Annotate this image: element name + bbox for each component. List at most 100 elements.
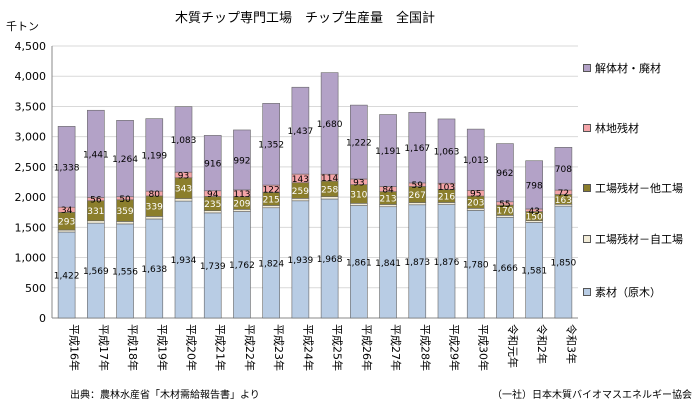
x-tick-text: 平成30年: [477, 324, 491, 371]
data-label: 143: [292, 175, 309, 185]
legend-swatch: [583, 64, 591, 72]
y-axis-label: 千トン: [6, 20, 39, 33]
data-label: 916: [204, 160, 221, 170]
data-label: 962: [496, 169, 513, 179]
data-label: 1,191: [375, 147, 401, 157]
bar-segment: [262, 103, 280, 186]
bar-segment: [262, 205, 280, 209]
x-tick-label: 平成23年: [272, 324, 286, 371]
data-label: 1,762: [229, 261, 255, 271]
bar-segment: [408, 202, 427, 206]
data-label: 1,739: [200, 262, 226, 272]
x-tick-label: 平成21年: [214, 324, 228, 371]
bar-segment: [291, 86, 310, 175]
data-label: 213: [379, 195, 396, 205]
x-tick-text: 平成21年: [214, 324, 228, 371]
x-tick-label: 平成28年: [418, 324, 432, 371]
bar-segment: [496, 143, 514, 203]
legend-item: 林地残材: [583, 120, 639, 136]
bar-segment: [554, 147, 573, 191]
data-label: 34: [61, 206, 73, 216]
data-label: 1,850: [551, 259, 577, 269]
y-tick-label: 1,500: [15, 221, 47, 234]
data-label: 122: [263, 185, 280, 195]
data-label: 55: [499, 200, 510, 210]
y-tick-label: 0: [39, 312, 46, 325]
x-tick-labels: 平成16年 平成17年 平成18年 平成19年 平成20年 平成21年 平成22年 平成23年…: [68, 324, 579, 371]
x-tick-label: 平成29年: [448, 324, 462, 371]
legend-item: 工場残材－自工場: [583, 231, 683, 247]
legend-label: 素材（原木）: [595, 286, 661, 299]
x-tick-label: 令和2年: [535, 324, 549, 364]
x-tick-text: 平成20年: [185, 324, 199, 371]
data-label: 1,063: [434, 148, 460, 158]
bar-segment: [350, 104, 368, 180]
x-tick-label: 平成16年: [68, 324, 82, 371]
y-tick-label: 1,000: [15, 252, 47, 265]
bar-segment: [466, 128, 485, 191]
bar-segment: [320, 72, 339, 175]
data-label: 1,873: [404, 258, 430, 268]
legend-item: 解体材・廃材: [583, 60, 661, 76]
data-label: 293: [58, 218, 75, 228]
bar-segment: [203, 210, 222, 214]
data-label: 331: [87, 207, 104, 217]
data-label: 1,780: [463, 261, 489, 271]
data-label: 1,352: [258, 141, 284, 151]
data-label: 1,437: [288, 127, 314, 137]
x-tick-label: 平成18年: [126, 324, 140, 371]
x-tick-text: 平成29年: [448, 324, 462, 371]
legend-item: 素材（原木）: [583, 284, 661, 300]
data-label: 258: [321, 185, 338, 195]
x-tick-text: 令和2年: [535, 324, 549, 364]
data-label: 1,968: [317, 255, 343, 265]
data-label: 103: [438, 183, 455, 193]
x-tick-label: 平成30年: [477, 324, 491, 371]
data-label: 310: [350, 190, 367, 200]
legend-item: 工場残材－他工場: [583, 180, 683, 196]
legend-label: 林地残材: [595, 122, 639, 135]
data-label: 1,824: [258, 259, 284, 269]
bar-segment: [379, 114, 397, 187]
bar-segment: [525, 160, 543, 210]
y-tick-label: 2,000: [15, 191, 47, 204]
bar-segment: [174, 106, 193, 173]
data-label: 72: [558, 189, 569, 199]
data-label: 1,939: [288, 256, 314, 266]
legend-swatch: [583, 235, 591, 243]
bar-segment: [116, 120, 134, 198]
x-tick-text: 平成18年: [126, 324, 140, 371]
data-label: 113: [233, 190, 250, 200]
x-tick-label: 平成22年: [243, 324, 257, 371]
y-tick-label: 4,500: [15, 40, 47, 53]
data-label: 50: [119, 195, 131, 205]
y-tick-label: 3,500: [15, 100, 47, 113]
x-tick-text: 平成26年: [360, 324, 374, 371]
data-label: 209: [233, 200, 250, 210]
legend-label: 解体材・廃材: [595, 62, 661, 75]
data-label: 1,441: [83, 150, 109, 160]
data-label: 798: [526, 181, 543, 191]
data-label: 1,264: [112, 155, 138, 165]
data-label: 216: [438, 192, 455, 202]
bar-segment: [291, 198, 310, 202]
x-tick-text: 平成17年: [97, 324, 111, 371]
y-tick-label: 4,000: [15, 70, 47, 83]
legend-swatch: [583, 124, 591, 132]
x-tick-text: 令和3年: [564, 324, 578, 364]
credit-note: （一社）日本木質バイオマスエネルギー協会: [492, 390, 692, 401]
bar-segment: [87, 109, 105, 198]
x-tick-label: 平成27年: [389, 324, 403, 371]
data-label: 215: [263, 195, 280, 205]
x-tick-label: 平成25年: [331, 324, 345, 371]
data-label: 1,338: [54, 163, 80, 173]
bar-segment: [57, 126, 76, 208]
data-label: 1,199: [141, 151, 167, 161]
data-label: 1,013: [463, 156, 489, 166]
data-label: 1,083: [171, 136, 197, 146]
legend-label: 工場残材－他工場: [595, 182, 683, 195]
data-label: 150: [526, 213, 543, 223]
y-tick-label: 500: [25, 282, 46, 295]
data-label: 1,422: [54, 272, 80, 282]
